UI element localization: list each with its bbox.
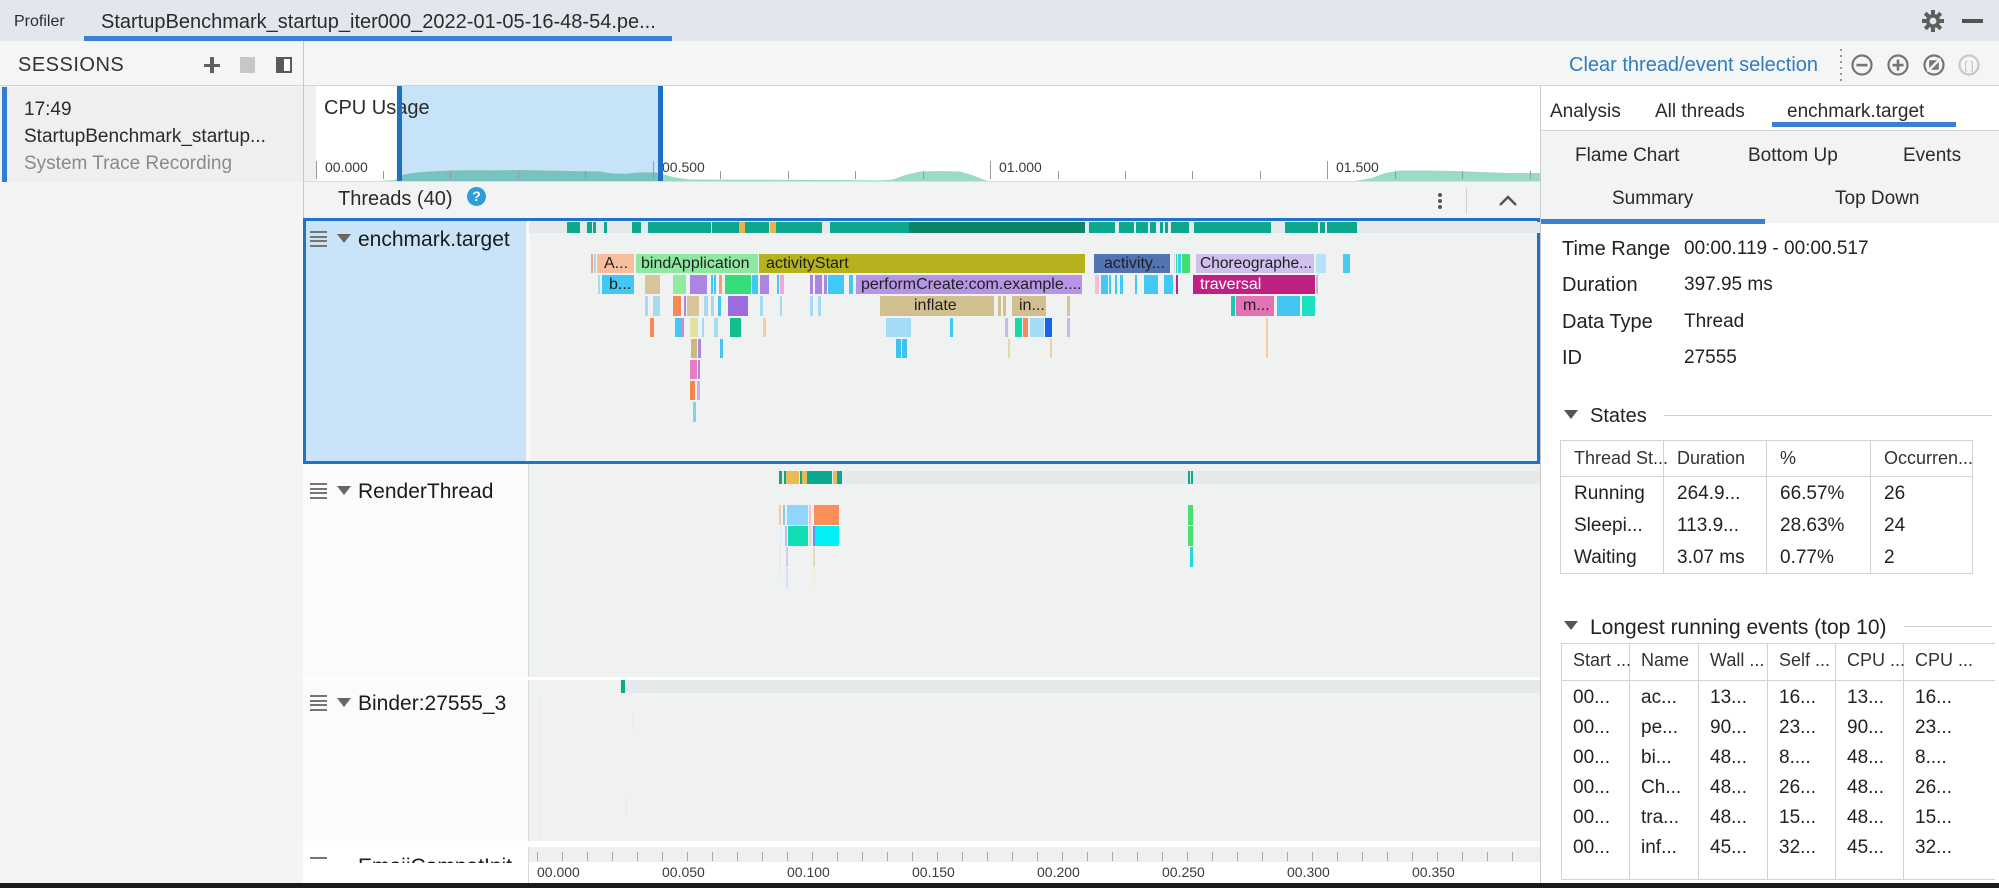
svg-text:[ ]: [ ] <box>1964 60 1973 72</box>
